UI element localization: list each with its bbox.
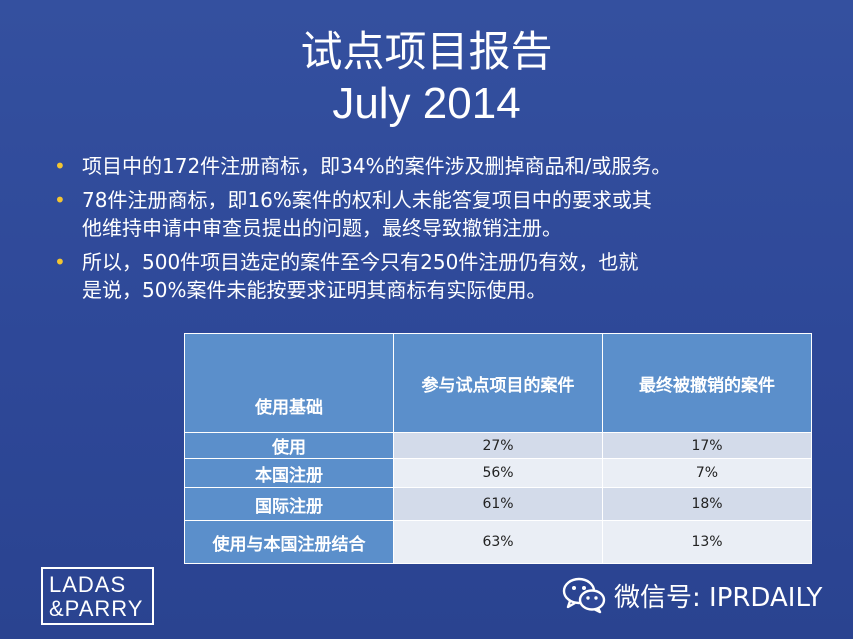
bullet-text-line: 78件注册商标，即16%案件的权利人未能答复项目中的要求或其	[82, 188, 652, 212]
table-row: 本国注册 56% 7%	[184, 458, 812, 488]
bullet-dot-icon: •	[54, 154, 66, 178]
table-row-label: 国际注册	[184, 487, 394, 521]
wechat-id-text: 微信号: IPRDAILY	[614, 582, 823, 613]
bullet-text-line: 项目中的172件注册商标，即34%的案件涉及删掉商品和/或服务。	[82, 154, 672, 178]
table-header-cell: 最终被撤销的案件	[602, 333, 812, 433]
table-header-row: 使用基础 参与试点项目的案件 最终被撤销的案件	[184, 333, 812, 433]
bullet-item: • 项目中的172件注册商标，即34%的案件涉及删掉商品和/或服务。	[52, 152, 792, 180]
title-line-1: 试点项目报告	[300, 27, 553, 76]
table-cell: 56%	[393, 458, 603, 488]
ladas-parry-logo: LADAS &PARRY	[41, 567, 154, 625]
table-cell: 61%	[393, 487, 603, 521]
bullet-dot-icon: •	[54, 188, 66, 212]
bullet-list: • 项目中的172件注册商标，即34%的案件涉及删掉商品和/或服务。 • 78件…	[52, 152, 792, 310]
table-row: 使用与本国注册结合 63% 13%	[184, 520, 812, 564]
table-row-label: 本国注册	[184, 458, 394, 488]
slide-title: 试点项目报告 July 2014	[0, 26, 853, 130]
table-row: 使用 27% 17%	[184, 432, 812, 459]
table-cell: 18%	[602, 487, 812, 521]
logo-line-2: &PARRY	[49, 596, 144, 621]
bullet-item: • 所以，500件项目选定的案件至今只有250件注册仍有效，也就 是说，50%案…	[52, 248, 792, 304]
table-cell: 17%	[602, 432, 812, 459]
table-cell: 7%	[602, 458, 812, 488]
table-header-cell: 参与试点项目的案件	[393, 333, 603, 433]
logo-line-1: LADAS	[49, 572, 127, 597]
bullet-text-line: 是说，50%案件未能按要求证明其商标有实际使用。	[82, 278, 547, 302]
data-table: 使用基础 参与试点项目的案件 最终被撤销的案件 使用 27% 17% 本国注册 …	[184, 333, 812, 564]
wechat-icon	[562, 577, 606, 614]
table-cell: 63%	[393, 520, 603, 564]
title-line-2: July 2014	[332, 79, 521, 128]
bullet-item: • 78件注册商标，即16%案件的权利人未能答复项目中的要求或其 他维持申请中审…	[52, 186, 792, 242]
table-row-label: 使用	[184, 432, 394, 459]
bullet-dot-icon: •	[54, 250, 66, 274]
table-row-label: 使用与本国注册结合	[184, 520, 394, 564]
table-header-cell: 使用基础	[184, 333, 394, 433]
wechat-watermark: 微信号: IPRDAILY	[562, 575, 832, 615]
bullet-text-line: 他维持申请中审查员提出的问题，最终导致撤销注册。	[82, 216, 562, 240]
table-row: 国际注册 61% 18%	[184, 487, 812, 521]
table-cell: 27%	[393, 432, 603, 459]
bullet-text-line: 所以，500件项目选定的案件至今只有250件注册仍有效，也就	[82, 250, 639, 274]
table-cell: 13%	[602, 520, 812, 564]
